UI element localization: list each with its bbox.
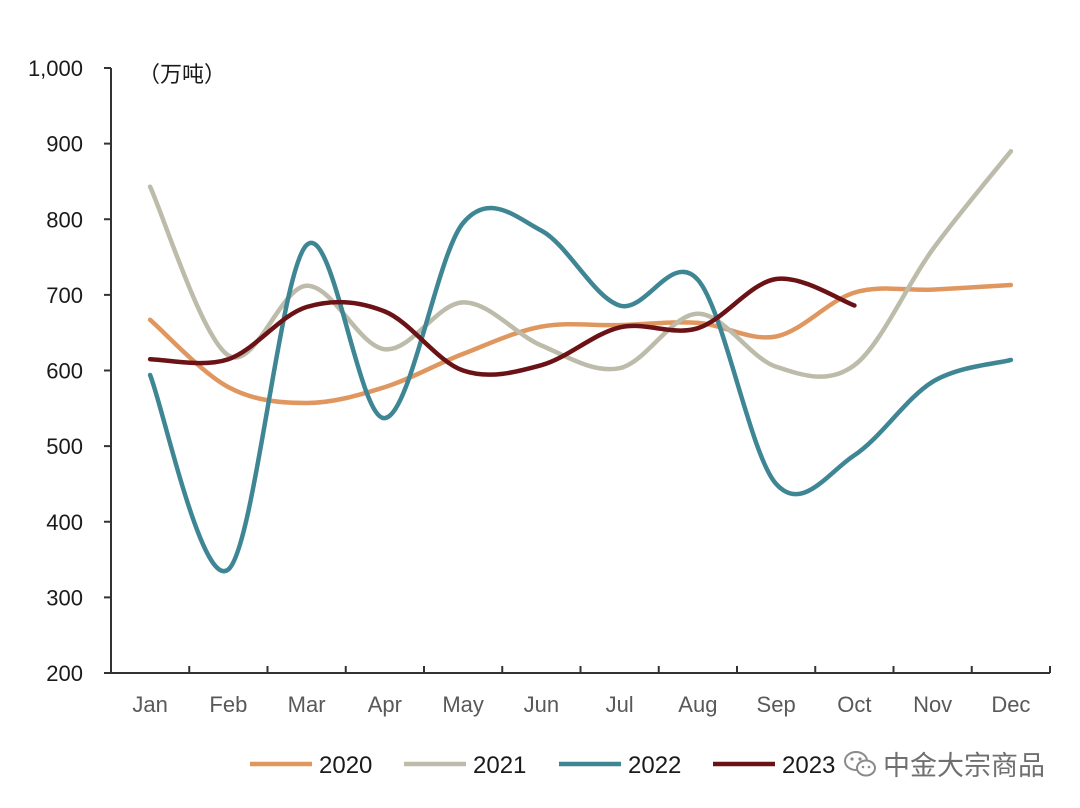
series-layer <box>147 148 1014 574</box>
legend-label-2021: 2021 <box>473 752 526 779</box>
x-tick-label: Aug <box>678 692 717 717</box>
watermark: 中金大宗商品 <box>843 744 1045 783</box>
y-tick-label: 700 <box>46 283 83 308</box>
x-tick-label: Apr <box>368 692 402 717</box>
x-axis: Jan Feb Mar Apr May Jun Jul Aug Sep Oct Nov Dec <box>110 666 1051 717</box>
x-tick-label: Jul <box>606 692 634 717</box>
x-tick-label: Jun <box>524 692 559 717</box>
wechat-icon <box>844 750 876 776</box>
series-line-2023 <box>147 276 857 377</box>
x-tick-label: Oct <box>837 692 871 717</box>
unit-label: （万吨） <box>138 62 226 87</box>
x-tick-label: Jan <box>132 692 167 717</box>
x-tick-label: Feb <box>209 692 247 717</box>
y-tick-label: 500 <box>46 434 83 459</box>
legend-label-2020: 2020 <box>319 752 372 779</box>
y-axis: 200 300 400 500 600 700 800 900 1,000 <box>28 56 112 686</box>
series-line-2021 <box>147 148 1014 379</box>
series-line-2022 <box>147 205 1014 574</box>
y-tick-label: 600 <box>46 359 83 384</box>
x-tick-label: May <box>442 692 484 717</box>
y-tick-label: 900 <box>46 132 83 157</box>
watermark-text: 中金大宗商品 <box>883 751 1045 781</box>
y-tick-label: 300 <box>46 585 83 610</box>
legend-label-2022: 2022 <box>628 752 681 779</box>
y-tick-label: 400 <box>46 510 83 535</box>
y-tick-label: 1,000 <box>28 56 83 81</box>
legend-label-2023: 2023 <box>782 752 835 779</box>
x-tick-label: Mar <box>288 692 326 717</box>
series-line-2020 <box>147 282 1014 406</box>
y-tick-label: 800 <box>46 207 83 232</box>
x-tick-label: Nov <box>913 692 952 717</box>
legend: 2020 2021 2022 2023 <box>250 752 835 779</box>
y-tick-label: 200 <box>46 661 83 686</box>
x-tick-label: Dec <box>991 692 1030 717</box>
x-tick-label: Sep <box>757 692 796 717</box>
